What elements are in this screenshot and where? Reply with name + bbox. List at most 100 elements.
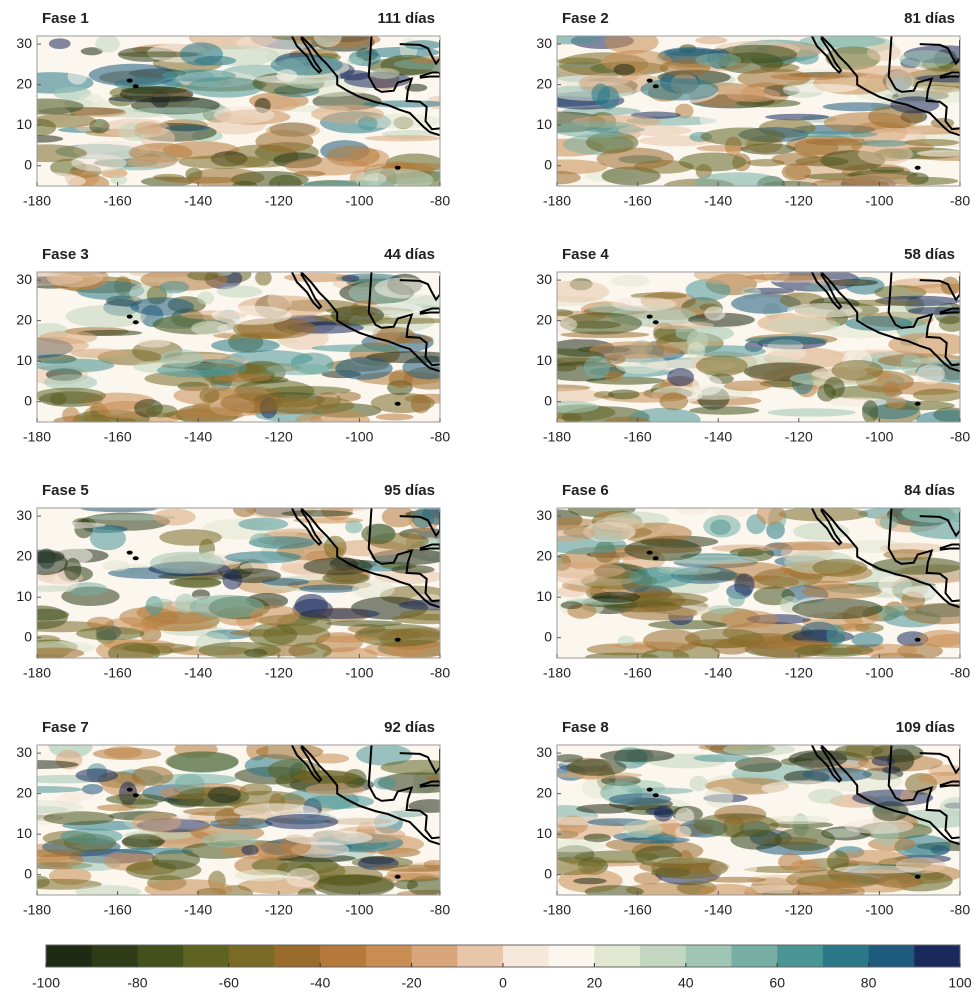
island <box>652 84 659 89</box>
x-tick-label: -180 <box>23 429 51 445</box>
map-blob <box>380 759 440 775</box>
x-tick-label: -80 <box>950 902 970 918</box>
y-tick-label: 0 <box>544 156 552 172</box>
map-blob <box>678 152 747 172</box>
y-tick-label: 0 <box>24 156 32 172</box>
map-blob <box>704 306 726 321</box>
map-blob <box>740 143 796 155</box>
map-blob <box>722 745 795 756</box>
map-blob <box>756 508 785 525</box>
map-blob <box>708 605 736 614</box>
map-blob <box>37 760 79 769</box>
coastline <box>939 307 960 315</box>
map-field <box>37 745 440 895</box>
map-blob <box>72 107 127 118</box>
coastline <box>919 40 960 66</box>
map-blob <box>162 176 243 184</box>
map-blob <box>144 879 233 895</box>
map-blob <box>858 142 913 165</box>
map-blob <box>159 280 190 294</box>
map-blob <box>871 756 896 767</box>
map-blob <box>883 549 933 561</box>
map-blob <box>592 591 641 603</box>
map-blob <box>648 833 677 844</box>
x-tick-label: -160 <box>624 665 652 681</box>
map-blob <box>92 747 162 760</box>
map-blob <box>574 850 659 864</box>
coastline <box>887 745 960 840</box>
map-blob <box>261 578 310 586</box>
island <box>126 550 133 555</box>
axes-frame <box>556 507 961 659</box>
map-blob <box>890 96 940 114</box>
map-blob <box>284 829 373 846</box>
map-blob <box>801 584 882 600</box>
map-blob <box>620 605 698 621</box>
map-blob <box>408 799 440 813</box>
coastline <box>399 40 440 66</box>
x-tick-label: -100 <box>345 902 373 918</box>
map-blob <box>825 46 881 71</box>
map-blob <box>723 380 772 392</box>
island <box>646 314 653 319</box>
island <box>652 320 659 325</box>
map-blob <box>102 560 130 572</box>
map-blob <box>357 116 378 131</box>
map-blob <box>781 163 812 181</box>
x-tick-label: -100 <box>345 665 373 681</box>
map-blob <box>67 67 88 85</box>
x-tick-label: -120 <box>265 665 293 681</box>
colorbar-swatch <box>228 945 275 967</box>
map-blob <box>557 170 581 185</box>
map-blob <box>37 521 106 529</box>
map-blob <box>249 605 301 626</box>
map-blob <box>600 749 675 762</box>
map-blob <box>918 629 960 648</box>
island <box>914 165 921 170</box>
x-tick-label: -180 <box>543 665 571 681</box>
map-blob <box>938 316 960 332</box>
colorbar-swatch <box>594 945 641 967</box>
map-blob <box>817 384 836 402</box>
island <box>126 78 133 83</box>
map-blob <box>726 87 781 103</box>
y-tick-label: 10 <box>16 116 32 132</box>
map-blob <box>160 349 204 368</box>
map-blob <box>675 825 692 839</box>
x-tick-label: -100 <box>865 665 893 681</box>
map-blob <box>826 850 850 873</box>
x-tick-label: -140 <box>704 193 732 209</box>
y-tick-label: 20 <box>536 311 552 327</box>
map-blob <box>177 407 243 418</box>
map-blob <box>826 279 879 287</box>
map-blob <box>640 78 719 101</box>
map-blob <box>398 599 440 611</box>
map-blob <box>604 36 659 54</box>
colorbar-swatch <box>640 945 687 967</box>
y-tick-label: 0 <box>24 865 32 881</box>
map-blob <box>589 341 682 359</box>
y-tick-label: 20 <box>16 75 32 91</box>
panel-title: Fase 7 <box>42 719 89 736</box>
map-blob <box>37 786 83 793</box>
map-blob <box>232 180 258 186</box>
x-tick-label: -140 <box>704 665 732 681</box>
colorbar-swatch <box>320 945 367 967</box>
map-blob <box>657 566 721 575</box>
map-blob <box>685 279 731 301</box>
map-blob <box>576 803 634 814</box>
map-blob <box>294 414 323 422</box>
coastline <box>810 508 843 546</box>
y-tick-label: 20 <box>16 784 32 800</box>
panel-title: Fase 8 <box>562 719 609 736</box>
panel-days: 58 días <box>904 246 955 263</box>
map-blob <box>345 520 363 534</box>
y-tick-label: 0 <box>544 628 552 644</box>
map-blob <box>186 76 264 98</box>
x-tick-label: -180 <box>23 193 51 209</box>
map-blob <box>885 396 907 409</box>
map-blob <box>845 315 913 332</box>
panel-days: 44 días <box>384 246 435 263</box>
x-tick-label: -140 <box>184 429 212 445</box>
map-blob <box>699 108 732 129</box>
